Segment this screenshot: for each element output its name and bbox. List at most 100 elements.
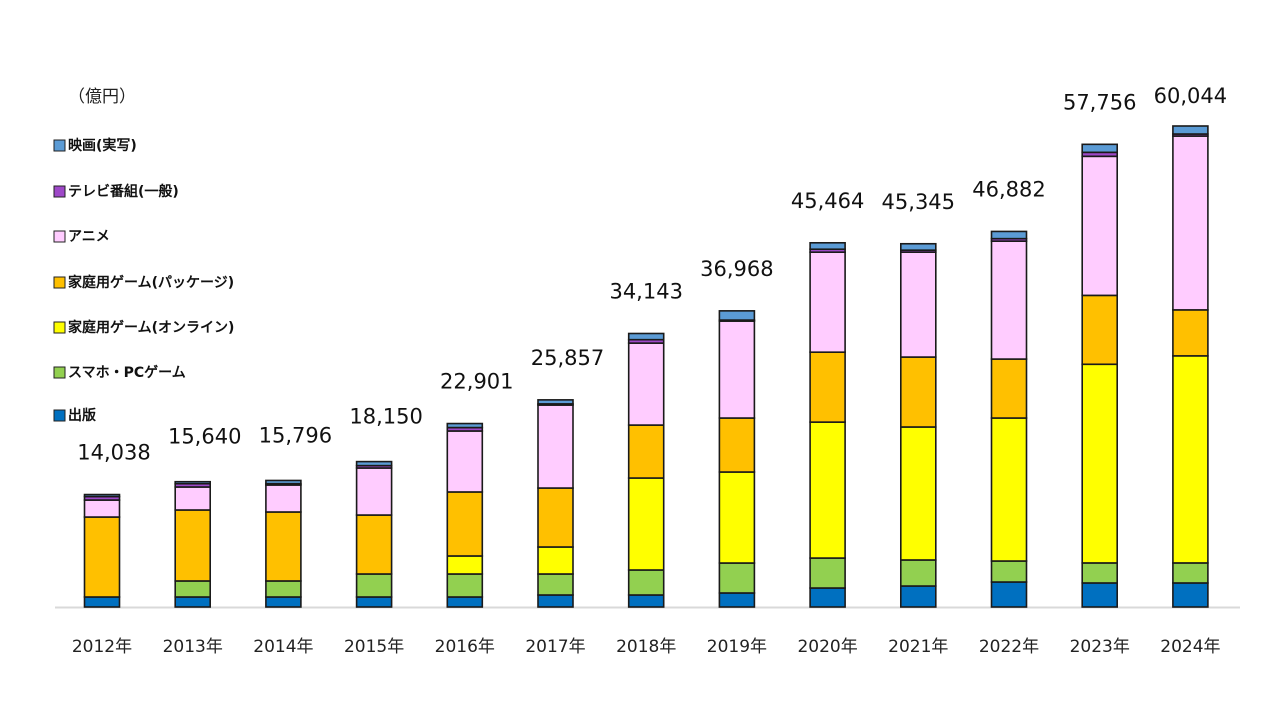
bar-segment [446,596,484,608]
legend-swatch [53,230,66,243]
x-tick-label: 2016年 [435,637,495,657]
bar-segment [1172,125,1209,135]
bar-segment [265,479,302,485]
bar-stack [990,230,1028,608]
bar-segment [83,516,121,598]
bar-segment [1172,135,1209,311]
bar-segment [809,251,846,353]
x-tick-label: 2017年 [525,637,585,657]
bar-segment [990,230,1028,240]
bar-segment [537,399,574,405]
total-label: 15,796 [259,423,332,447]
bar-segment [627,594,665,608]
bar-segment [718,562,756,594]
legend-item-film: 映画(実写) [53,137,137,154]
bar-segment [174,486,211,511]
bars [83,125,1209,608]
x-tick-label: 2019年 [707,637,767,657]
bar-segment [899,426,937,561]
total-label: 45,464 [791,189,864,213]
x-tick-label: 2022年 [979,637,1039,657]
bar-stack [718,310,756,608]
total-labels: 14,038 15,640 15,796 18,150 22,901 25,857 34,1… [77,84,1227,465]
bar-segment [990,358,1028,419]
bar-stack [899,242,937,608]
bar-segment [990,417,1028,562]
bar-segment [718,310,756,321]
legend: 映画(実写) テレビ番組(一般) アニメ 家庭用ゲーム(パッケージ) 家庭用ゲー… [53,137,234,424]
bar-stack [1172,125,1209,608]
total-label: 34,143 [609,279,682,303]
bar-segment [446,573,484,598]
legend-label: アニメ [68,229,110,245]
legend-item-tv: テレビ番組(一般) [53,183,179,200]
bar-segment [1172,562,1209,584]
bar-segment [809,557,846,589]
bar-segment [1172,309,1209,357]
bar-segment [899,356,937,428]
bar-segment [1081,294,1118,366]
legend-label: スマホ・PCゲーム [68,364,186,381]
bar-segment [899,559,937,587]
x-tick-label: 2012年 [72,637,132,657]
bar-segment [627,332,665,341]
bar-segment [265,580,302,598]
bar-segment [1172,355,1209,564]
bar-segment [809,587,846,608]
bar-stack [83,493,121,608]
x-tick-label: 2013年 [163,637,223,657]
x-tick-labels: 2012年 2013年 2014年 2015年 2016年 2017年 2018年 2019年… [72,637,1221,657]
bar-segment [355,514,393,575]
legend-item-mobile-pc: スマホ・PCゲーム [53,364,186,381]
legend-swatch [53,321,66,334]
bar-segment [1081,155,1118,297]
bar-segment [627,342,665,426]
bar-segment [990,581,1028,608]
bar-segment [537,594,574,608]
bar-segment [265,511,302,582]
bar-segment [174,580,211,598]
bar-segment [1081,582,1118,608]
bar-segment [718,592,756,608]
bar-segment [537,546,574,575]
bar-segment [627,569,665,596]
x-tick-label: 2024年 [1160,637,1220,657]
bar-segment [537,487,574,548]
bar-segment [446,555,484,575]
x-tick-label: 2015年 [344,637,404,657]
bar-segment [899,242,937,251]
bar-segment [446,491,484,557]
bar-segment [718,471,756,564]
legend-swatch [53,276,66,289]
bar-segment [83,596,121,608]
bar-segment [355,460,393,467]
bar-stack [537,399,574,608]
bar-segment [355,596,393,608]
legend-item-console-package: 家庭用ゲーム(パッケージ) [53,274,234,291]
bar-stack [1081,143,1118,608]
bar-segment [1172,582,1209,608]
x-tick-label: 2020年 [797,637,857,657]
legend-swatch [53,366,66,379]
unit-label: （億円） [68,87,136,107]
legend-label: 映画(実写) [68,137,137,154]
bar-segment [174,480,211,485]
bar-stack [265,479,302,608]
bar-segment [83,499,121,518]
bar-segment [718,417,756,473]
legend-item-console-online: 家庭用ゲーム(オンライン) [53,319,234,336]
bar-segment [446,430,484,493]
x-tick-label: 2021年 [888,637,948,657]
x-tick-label: 2023年 [1070,637,1130,657]
bar-segment [990,240,1028,360]
total-label: 14,038 [77,441,150,465]
bar-segment [174,509,211,582]
bar-segment [627,477,665,571]
bar-segment [355,573,393,598]
legend-swatch [53,185,66,198]
bar-segment [537,573,574,596]
total-label: 15,640 [168,425,241,449]
bar-segment [899,251,937,358]
bar-segment [446,422,484,429]
total-label: 60,044 [1154,84,1227,108]
